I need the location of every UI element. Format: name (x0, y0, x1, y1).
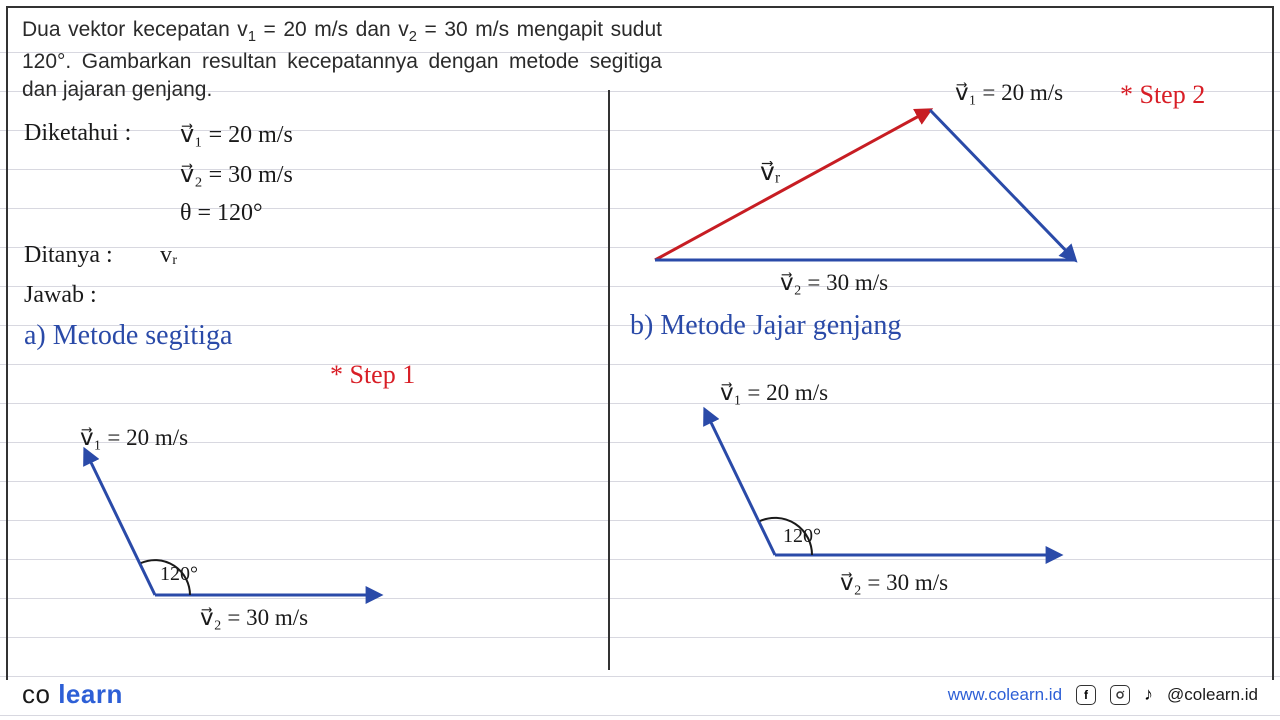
ruled-paper-bg (0, 0, 1280, 720)
ditanya-label: Ditanya : (24, 242, 113, 269)
ditanya-val: vᵣ (160, 242, 178, 269)
problem-statement: Dua vektor kecepatan v1 = 20 m/s dan v2 … (22, 16, 662, 105)
footer: co learn www.colearn.id f ♪ @colearn.id (22, 679, 1258, 710)
instagram-icon[interactable] (1110, 685, 1130, 705)
brand-logo: co learn (22, 679, 123, 710)
method-b-label: b) Metode Jajar genjang (630, 310, 901, 342)
brand-text-plain: co (22, 679, 58, 709)
page-border-top (6, 6, 1274, 8)
footer-links: www.colearn.id f ♪ @colearn.id (948, 684, 1258, 705)
brand-text-accent: learn (58, 679, 123, 709)
facebook-icon[interactable]: f (1076, 685, 1096, 705)
step2-note: * Step 2 (1120, 80, 1205, 110)
center-divider (608, 90, 610, 670)
method-a-label: a) Metode segitiga (24, 320, 232, 352)
given-v2: v⃗₂ = 30 m/s (180, 160, 293, 189)
footer-url[interactable]: www.colearn.id (948, 685, 1062, 705)
step1-note: * Step 1 (330, 360, 415, 390)
given-theta: θ = 120° (180, 200, 263, 227)
given-v1: v⃗₁ = 20 m/s (180, 120, 293, 149)
page-border-left (6, 6, 8, 680)
jawab-label: Jawab : (24, 282, 97, 309)
footer-handle: @colearn.id (1167, 685, 1258, 705)
diketahui-label: Diketahui : (24, 120, 131, 147)
page-border-right (1272, 6, 1274, 680)
tiktok-icon[interactable]: ♪ (1144, 684, 1153, 705)
